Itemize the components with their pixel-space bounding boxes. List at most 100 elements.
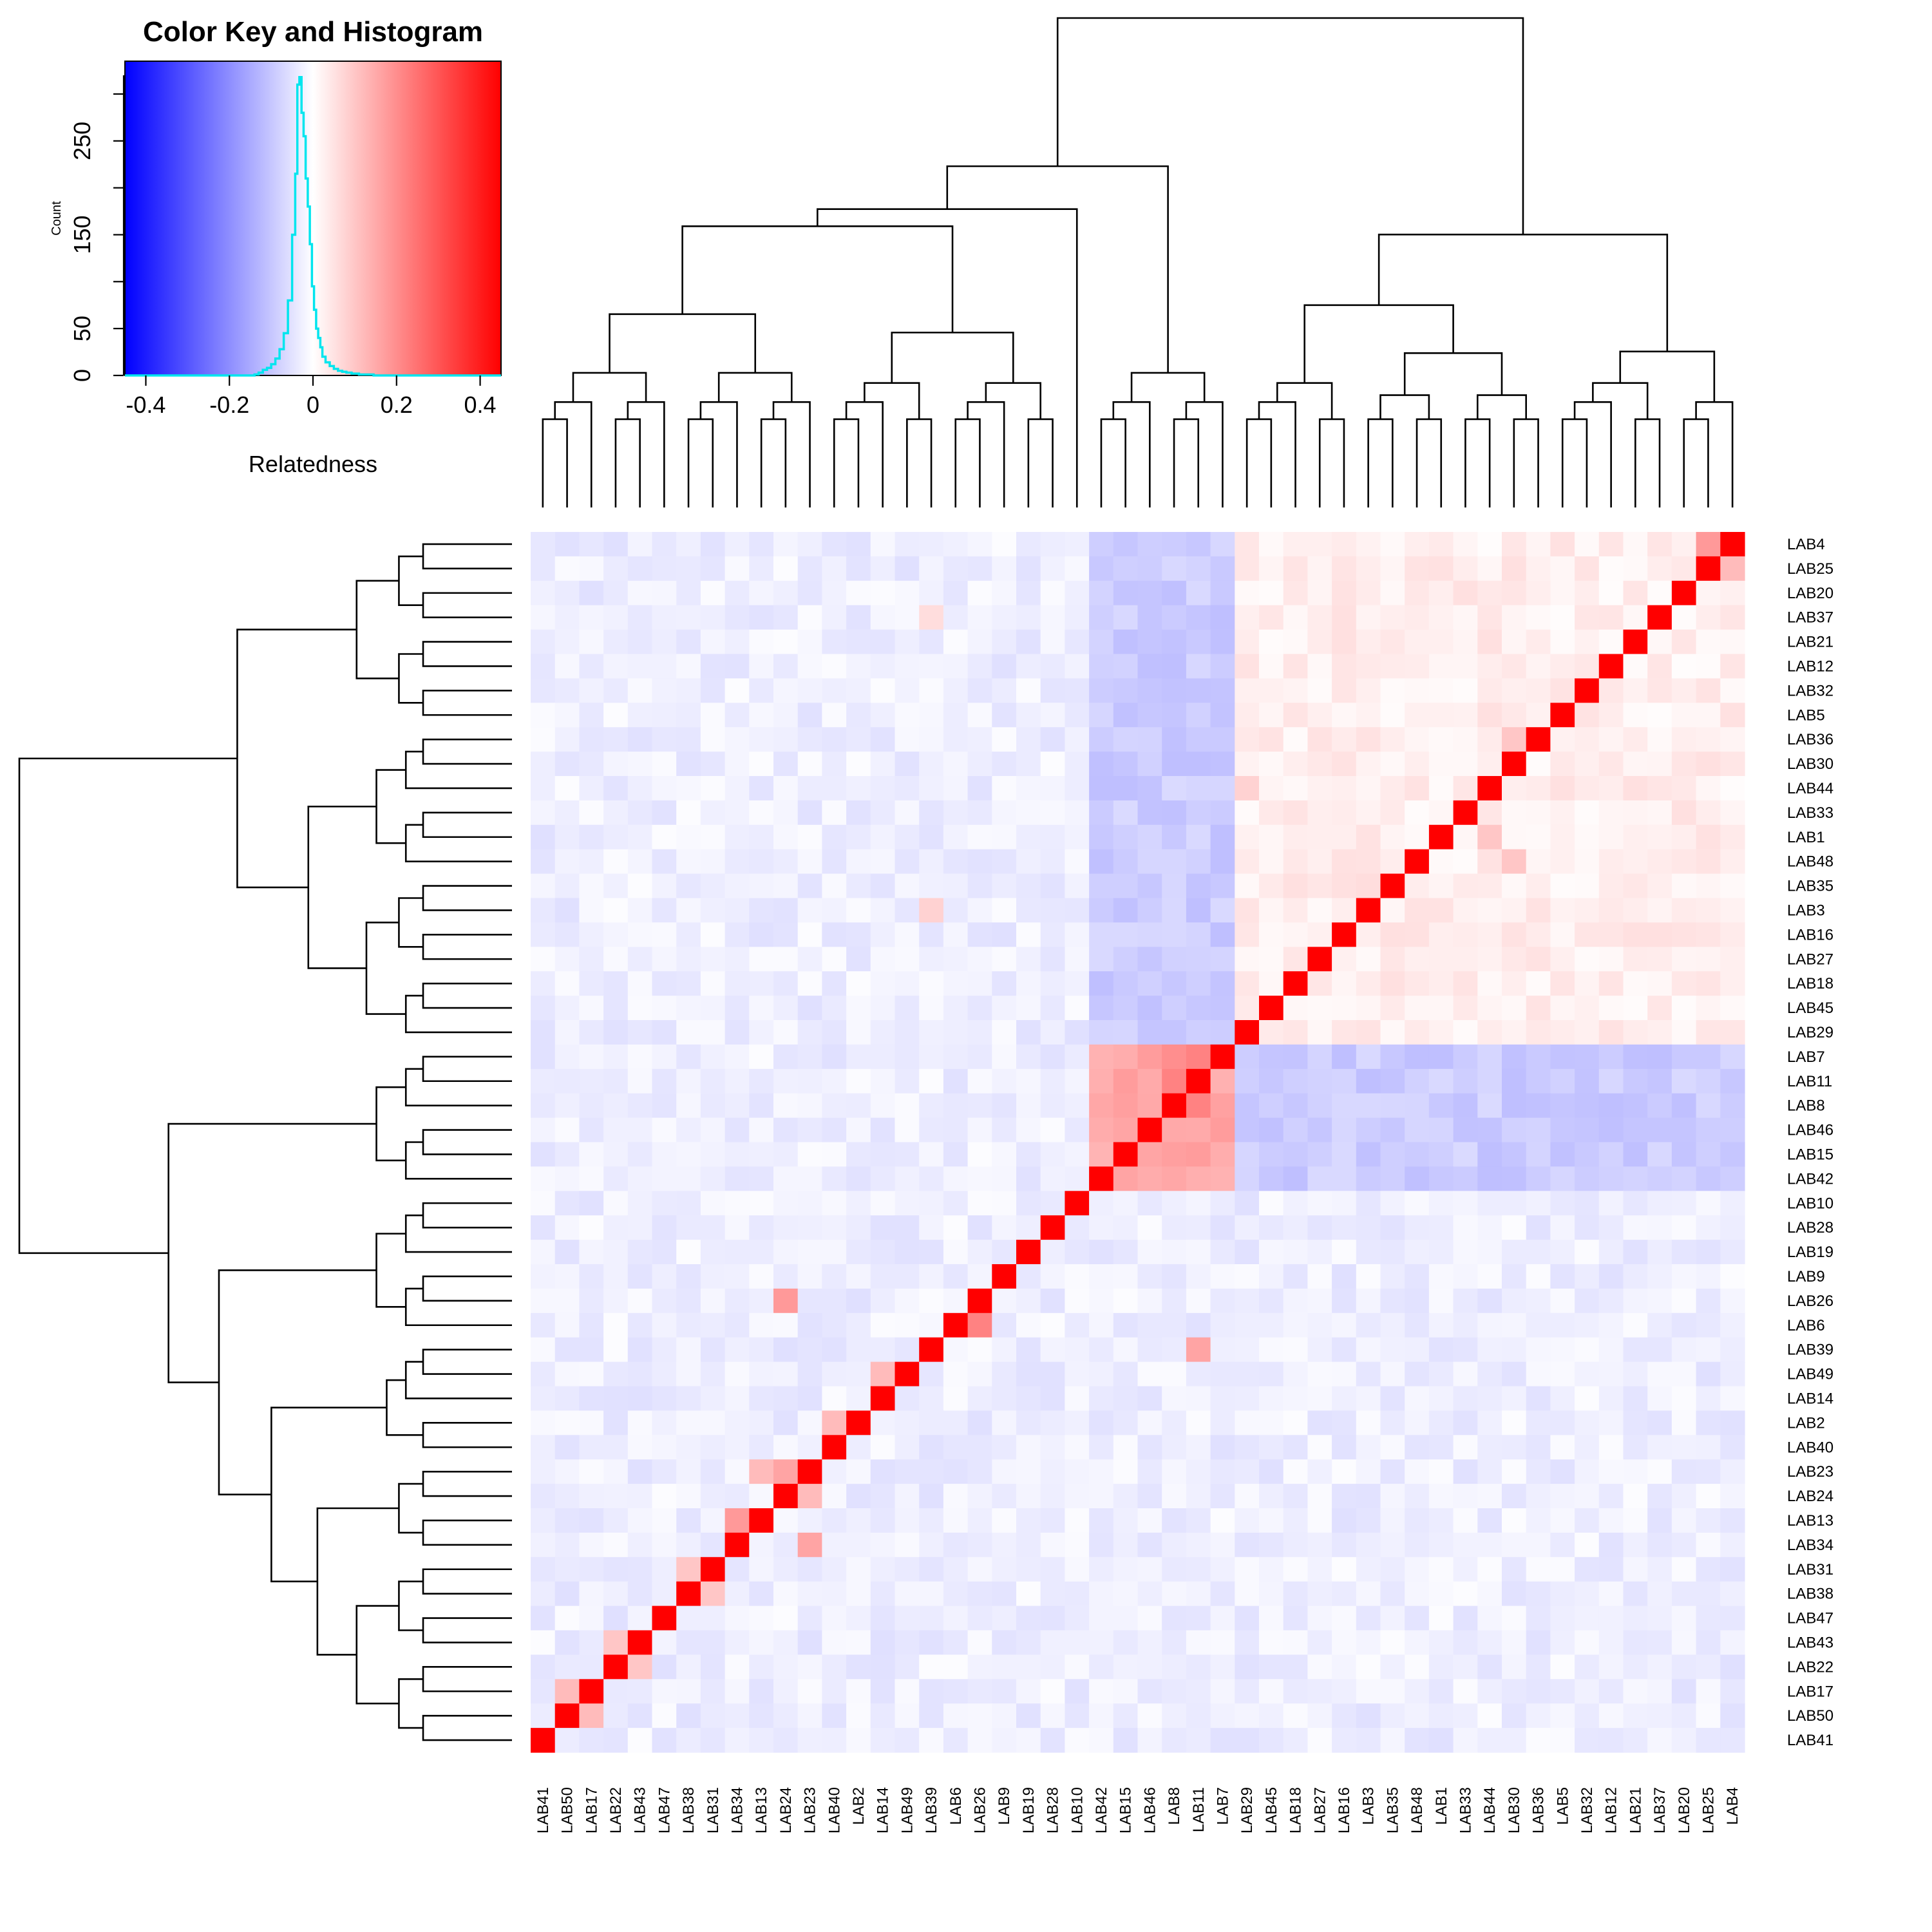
column-label: LAB17 (583, 1787, 600, 1833)
heatmap-cell (1137, 849, 1162, 875)
heatmap-cell (1598, 1264, 1624, 1289)
heatmap-cell (700, 1117, 726, 1143)
heatmap-cell (1380, 1410, 1405, 1435)
heatmap-cell (1598, 1044, 1624, 1070)
heatmap-cell (1356, 1532, 1381, 1558)
heatmap-cell (1380, 605, 1405, 630)
heatmap-cell (1428, 1191, 1454, 1216)
heatmap-cell (531, 776, 556, 801)
heatmap-cell (554, 1166, 580, 1191)
heatmap-cell (676, 1728, 701, 1753)
heatmap-cell (797, 1337, 822, 1363)
heatmap-cell (1720, 1191, 1745, 1216)
heatmap-cell (1162, 776, 1187, 801)
column-label: LAB9 (996, 1787, 1013, 1825)
heatmap-cell (1696, 1386, 1721, 1411)
heatmap-cell (749, 1117, 774, 1143)
heatmap-cell (919, 971, 944, 996)
heatmap-cell (773, 776, 799, 801)
heatmap-cell (1162, 1068, 1187, 1094)
heatmap-cell (676, 1605, 701, 1631)
column-label: LAB15 (1117, 1787, 1135, 1833)
heatmap-cell (1332, 1532, 1357, 1558)
heatmap-cell (1186, 532, 1211, 557)
dendrogram-branch (906, 418, 933, 507)
heatmap-cell (1235, 654, 1260, 679)
dendrogram-branch (398, 653, 424, 704)
heatmap-cell (1550, 1117, 1575, 1143)
heatmap-cell (579, 1337, 604, 1363)
heatmap-cell (1623, 1557, 1648, 1582)
heatmap-cell (1526, 996, 1551, 1021)
heatmap-cell (724, 1581, 750, 1607)
heatmap-cell (797, 800, 822, 826)
heatmap-cell (1307, 1459, 1332, 1484)
heatmap-cell (652, 752, 677, 777)
heatmap-cell (870, 727, 896, 752)
heatmap-cell (1453, 1240, 1478, 1265)
heatmap-cell (1526, 1679, 1551, 1704)
heatmap-cell (1477, 1361, 1502, 1387)
heatmap-cell (1162, 703, 1187, 728)
heatmap-cell (1647, 922, 1672, 947)
heatmap-cell (943, 776, 969, 801)
heatmap-cell (1720, 1557, 1745, 1582)
heatmap-cell (1647, 580, 1672, 606)
heatmap-cell (822, 873, 847, 899)
heatmap-cell (919, 1484, 944, 1509)
heatmap-cell (870, 1215, 896, 1240)
heatmap-cell (1307, 1484, 1332, 1509)
heatmap-cell (1283, 1337, 1308, 1363)
heatmap-cell (1089, 605, 1114, 630)
heatmap-cell (822, 1312, 847, 1338)
heatmap-cell (1016, 776, 1041, 801)
heatmap-cell (1162, 580, 1187, 606)
heatmap-cell (652, 1337, 677, 1363)
heatmap-cell (1380, 580, 1405, 606)
heatmap-cell (1502, 1630, 1527, 1655)
heatmap-cell (1356, 1508, 1381, 1533)
heatmap-cell (1477, 1312, 1502, 1338)
heatmap-cell (846, 1435, 871, 1460)
color-key-x-label: Relatedness (249, 451, 377, 477)
heatmap-cell (1453, 1288, 1478, 1314)
heatmap-cell (1526, 776, 1551, 801)
heatmap-cell (652, 1386, 677, 1411)
heatmap-cell (627, 556, 653, 582)
heatmap-cell (870, 1068, 896, 1094)
heatmap-cell (1259, 1630, 1284, 1655)
heatmap-cell (797, 776, 822, 801)
heatmap-cell (1259, 629, 1284, 655)
heatmap-cell (1575, 1679, 1600, 1704)
heatmap-cell (773, 580, 799, 606)
heatmap-cell (1623, 556, 1648, 582)
heatmap-cell (846, 1337, 871, 1363)
heatmap-cell (1526, 1630, 1551, 1655)
heatmap-cell (1502, 1068, 1527, 1094)
heatmap-cell (1598, 1484, 1624, 1509)
heatmap-cell (1477, 1728, 1502, 1753)
heatmap-cell (943, 1142, 969, 1167)
heatmap-cell (943, 1093, 969, 1119)
heatmap-cell (1550, 1435, 1575, 1460)
heatmap-cell (1623, 1654, 1648, 1680)
heatmap-cell (1550, 1654, 1575, 1680)
heatmap-cell (579, 727, 604, 752)
heatmap-cell (1186, 1386, 1211, 1411)
heatmap-cell (531, 532, 556, 557)
heatmap-cell (579, 556, 604, 582)
column-label: LAB25 (1700, 1787, 1717, 1833)
column-label: LAB40 (826, 1787, 843, 1833)
heatmap-cell (1428, 678, 1454, 703)
heatmap-cell (1186, 580, 1211, 606)
heatmap-cell (603, 1044, 629, 1070)
heatmap-cell (603, 849, 629, 875)
heatmap-cell (579, 1240, 604, 1265)
dendrogram-branch (1464, 418, 1491, 507)
heatmap-cell (992, 1630, 1017, 1655)
heatmap-cell (822, 1410, 847, 1435)
heatmap-cell (1477, 727, 1502, 752)
heatmap-cell (1696, 1728, 1721, 1753)
column-label: LAB43 (632, 1787, 649, 1833)
heatmap-cell (1477, 1459, 1502, 1484)
